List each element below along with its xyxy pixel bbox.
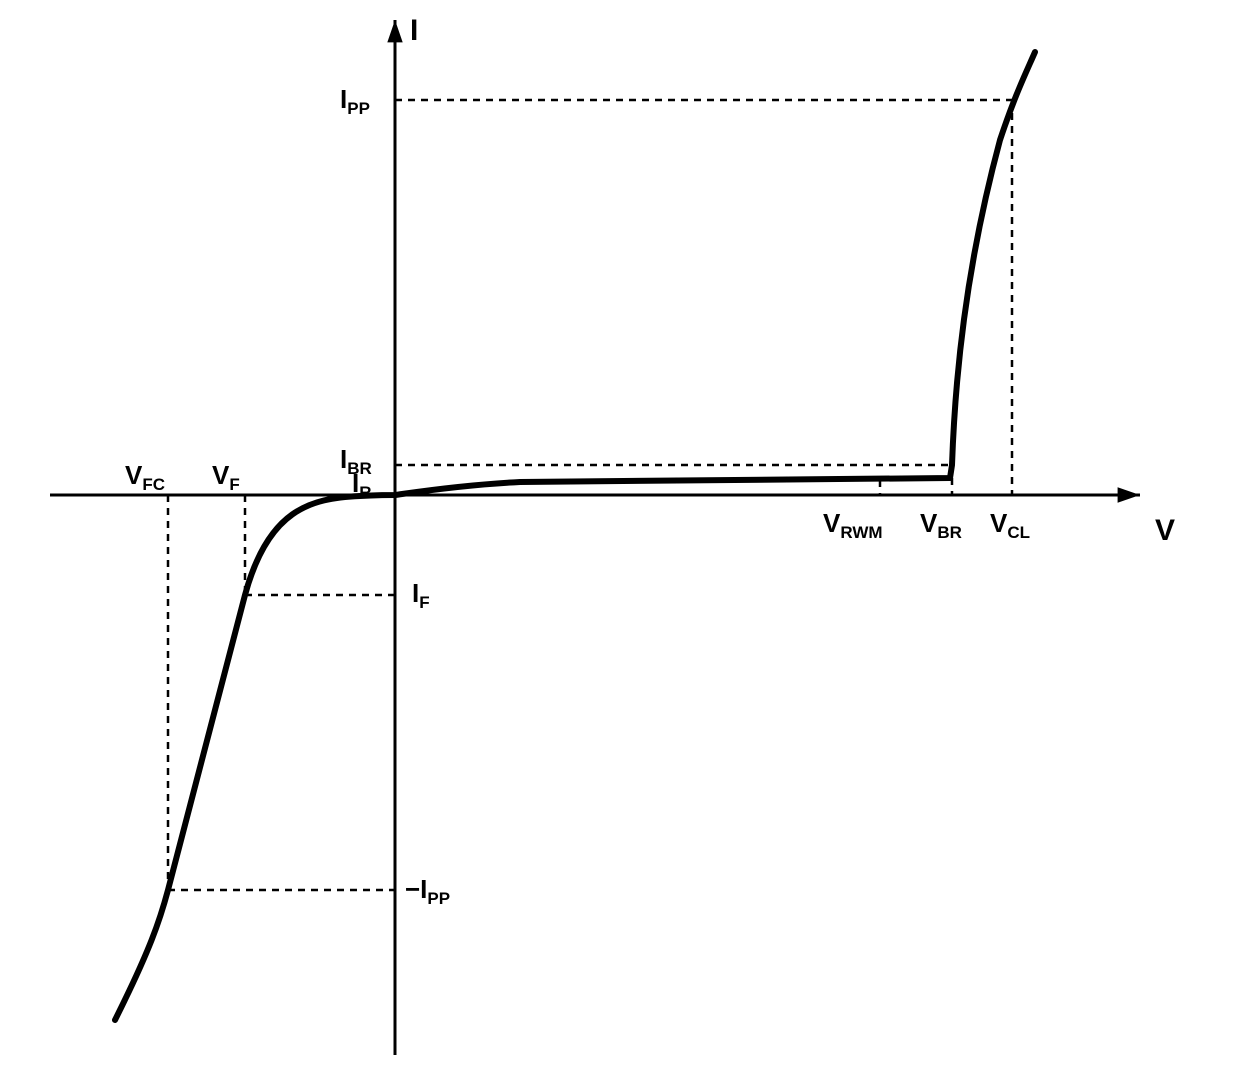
x-axis-label: V [1155, 514, 1175, 547]
label-mipp: −IPP [405, 874, 450, 908]
label-if: IF [412, 578, 430, 612]
label-vcl: VCL [990, 508, 1030, 542]
label-vf: VF [212, 460, 240, 494]
iv-curve [115, 52, 1035, 1020]
label-vrwm: VRWM [823, 508, 883, 542]
y-axis-arrow-icon [387, 20, 402, 42]
label-ipp: IPP [340, 84, 370, 118]
y-axis-label: I [410, 14, 418, 47]
iv-curve-diagram: I V IPPIBRIRIF−IPPVFCVFVRWMVBRVCL [0, 0, 1240, 1071]
label-vbr: VBR [920, 508, 962, 542]
x-axis-arrow-icon [1118, 487, 1140, 502]
label-vfc: VFC [125, 460, 165, 494]
